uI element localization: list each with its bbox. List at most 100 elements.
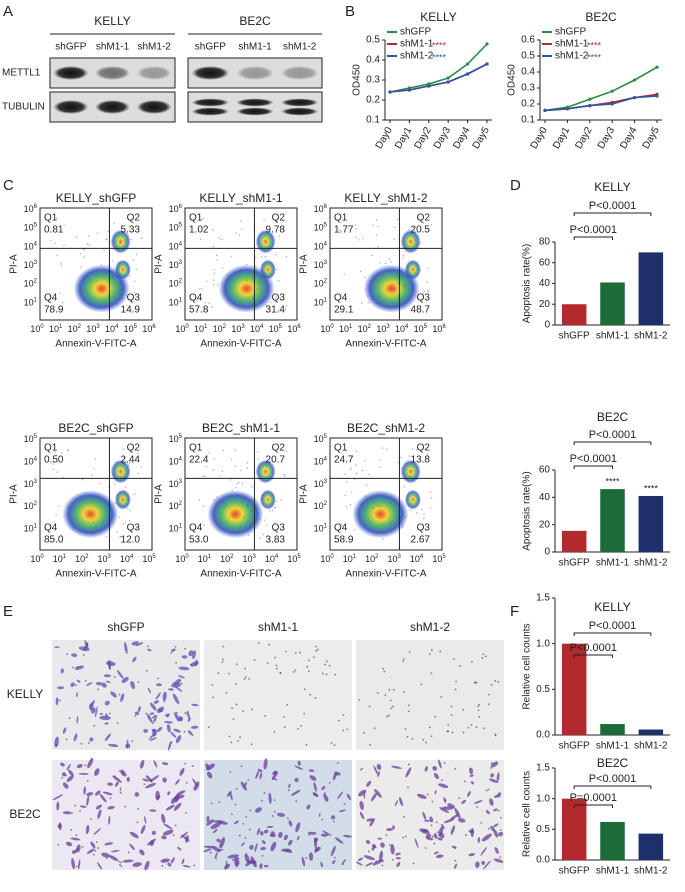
cell	[174, 712, 180, 722]
tick-base: 10	[24, 279, 34, 289]
pore	[84, 679, 87, 682]
cell-dot	[212, 469, 214, 471]
pore	[318, 813, 321, 816]
pore	[436, 831, 439, 834]
axis-tick-label: 102	[314, 278, 328, 289]
quadrant-value: 85.0	[44, 535, 64, 546]
cell	[86, 795, 90, 807]
cell	[234, 860, 239, 868]
cell-dot	[262, 533, 265, 536]
pore	[478, 703, 481, 706]
quadrant-name: Q4	[334, 293, 348, 304]
cell-dot	[386, 448, 388, 450]
cell-dot	[128, 275, 131, 278]
flow-title: BE2C_shGFP	[58, 421, 133, 435]
cell	[365, 862, 374, 867]
cell-dot	[249, 304, 252, 306]
cell-dot	[421, 508, 423, 511]
cell	[421, 828, 429, 833]
tick-exponent: 3	[179, 478, 183, 484]
pore	[61, 776, 64, 779]
pore	[127, 851, 130, 854]
cell-dot	[355, 236, 357, 239]
y-tick-label: 0.1	[366, 115, 380, 126]
tick-exponent: 6	[34, 204, 38, 210]
cell	[145, 782, 157, 789]
cell	[482, 860, 491, 870]
cell	[334, 837, 344, 844]
cell	[74, 665, 85, 670]
chart-title: KELLY	[594, 600, 630, 614]
cell-dot	[199, 288, 201, 290]
y-tick-label: 60	[539, 257, 551, 268]
cell	[396, 861, 401, 868]
cell	[206, 771, 213, 779]
cell-dot	[423, 517, 425, 520]
legend-label: shGFP	[400, 27, 431, 38]
axis-tick-label: 106	[142, 324, 156, 335]
cell-dot	[421, 534, 424, 536]
pore	[408, 704, 410, 707]
cell	[68, 769, 74, 777]
pore	[240, 765, 243, 768]
pore	[228, 672, 230, 675]
cell-dot	[246, 279, 248, 282]
cell-dot	[427, 453, 429, 456]
pore	[487, 788, 490, 791]
tick-exponent: 5	[324, 434, 328, 440]
pore	[381, 864, 384, 867]
tick-exponent: 5	[179, 222, 183, 228]
blot-band	[95, 100, 130, 114]
panel-label: B	[345, 3, 355, 20]
cell	[176, 790, 186, 796]
pore	[161, 864, 164, 867]
series-point	[655, 65, 659, 69]
pore	[82, 654, 85, 656]
x-tick-label: Day4	[618, 125, 639, 151]
pore	[303, 688, 306, 691]
pore	[207, 726, 210, 729]
flow-cloud	[49, 448, 143, 539]
cell-dot	[79, 266, 82, 268]
cell-dot	[234, 465, 236, 468]
cell	[468, 853, 475, 857]
cell-dot	[416, 512, 418, 514]
cell-dot	[349, 504, 352, 506]
cell	[162, 829, 174, 836]
bar	[600, 489, 625, 552]
cell	[71, 849, 78, 854]
cell-dot	[56, 254, 58, 257]
cell	[129, 831, 139, 839]
pore	[462, 731, 465, 734]
cell	[489, 798, 494, 806]
cell	[284, 849, 293, 853]
pore	[243, 678, 246, 680]
cell-dot	[252, 297, 254, 299]
tick-exponent: 1	[324, 297, 328, 303]
cell-cloud	[218, 264, 275, 313]
panel-label: F	[510, 603, 519, 620]
cell-dot	[261, 256, 263, 258]
cell-dot	[264, 272, 266, 274]
axis-tick-label: 101	[314, 523, 328, 534]
cell-dot	[370, 280, 372, 282]
pore	[108, 712, 111, 715]
pore	[238, 834, 241, 837]
pore	[494, 733, 497, 736]
x-tick-label: shM1-1	[596, 866, 630, 877]
pore	[454, 767, 457, 770]
pore	[273, 799, 276, 802]
cell-dot	[379, 505, 381, 508]
pore	[494, 679, 497, 682]
cell	[165, 804, 175, 811]
cell-dot	[50, 240, 52, 242]
y-tick-label: 0	[544, 547, 550, 558]
cell-dot	[403, 299, 405, 302]
cell-dot	[230, 458, 233, 461]
pore	[342, 714, 345, 717]
tick-base: 10	[388, 554, 398, 564]
y-tick-label: 0.0	[536, 730, 550, 741]
series-point	[633, 78, 637, 82]
cell-dot	[250, 510, 253, 513]
axis-tick-label: 105	[142, 554, 156, 565]
